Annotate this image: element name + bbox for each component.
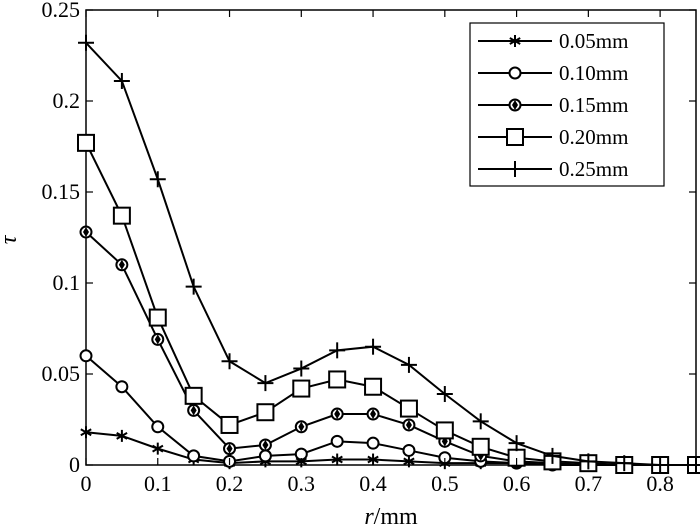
data-point xyxy=(79,225,93,239)
x-tick-label: 0.3 xyxy=(288,471,316,496)
data-point xyxy=(116,429,128,442)
y-tick-label: 0.15 xyxy=(42,179,81,204)
y-tick-label: 0.1 xyxy=(53,270,81,295)
data-point xyxy=(328,370,347,389)
data-point xyxy=(294,447,308,461)
data-point xyxy=(78,34,94,51)
data-point xyxy=(112,206,131,225)
data-point xyxy=(292,379,311,398)
x-tick-label: 0 xyxy=(81,471,92,496)
legend-marker xyxy=(506,128,524,146)
data-point xyxy=(294,420,308,434)
data-point xyxy=(185,278,202,295)
legend-item: 0.20mm xyxy=(478,125,628,149)
data-point xyxy=(400,356,417,373)
series-line xyxy=(85,355,696,466)
x-tick-label: 0.8 xyxy=(646,471,674,496)
data-point xyxy=(329,342,346,359)
data-point xyxy=(435,421,454,440)
data-point xyxy=(77,133,95,152)
x-tick-label: 0.1 xyxy=(144,471,172,496)
data-point xyxy=(472,413,489,430)
data-point xyxy=(184,386,203,405)
series-line xyxy=(85,431,696,466)
data-point xyxy=(152,442,164,455)
legend-label: 0.20mm xyxy=(559,125,628,149)
data-point xyxy=(187,449,201,463)
legend-item: 0.10mm xyxy=(478,61,628,85)
y-axis-label: τ xyxy=(0,234,22,244)
x-axis-label: r/mm xyxy=(364,504,418,527)
data-point xyxy=(256,403,275,422)
data-point xyxy=(220,415,239,434)
legend: 0.05mm 0.10mm 0.15mm 0.20mm 0.25mm xyxy=(469,22,665,187)
data-point xyxy=(151,420,165,434)
data-point xyxy=(544,447,561,464)
data-point xyxy=(399,399,418,418)
data-point xyxy=(366,436,380,450)
legend-marker xyxy=(509,35,521,47)
legend-label: 0.25mm xyxy=(559,157,628,181)
axes-layer: 0 0.1 0.2 0.3 0.4 0.5 0.6 0.7 0.8 0 0.05 0.1 0.15 0.2… xyxy=(42,0,696,496)
data-point xyxy=(471,437,490,456)
data-point xyxy=(402,443,416,457)
data-point xyxy=(364,377,383,396)
series-line xyxy=(85,142,696,466)
legend-label: 0.10mm xyxy=(559,61,628,85)
legend-item: 0.25mm xyxy=(478,157,628,181)
data-point xyxy=(187,403,201,417)
data-point xyxy=(79,349,93,363)
x-axis-label-unit: /mm xyxy=(374,504,418,527)
y-tick-label: 0.25 xyxy=(42,0,81,22)
data-point xyxy=(403,455,415,468)
data-point xyxy=(148,308,167,327)
data-point xyxy=(151,332,165,346)
y-tick-label: 0.05 xyxy=(42,361,81,386)
legend-marker xyxy=(507,161,523,177)
data-point xyxy=(366,407,380,421)
series-0.15mm xyxy=(79,225,700,472)
data-point xyxy=(257,375,274,392)
data-point xyxy=(436,386,453,403)
data-point xyxy=(115,380,129,394)
x-tick-label: 0.7 xyxy=(575,471,603,496)
data-point xyxy=(221,353,238,370)
data-point xyxy=(330,407,344,421)
data-point xyxy=(258,449,272,463)
x-tick-label: 0.4 xyxy=(359,471,387,496)
y-tick-label: 0.2 xyxy=(53,88,81,113)
legend-label: 0.05mm xyxy=(559,29,628,53)
data-point xyxy=(616,455,633,472)
legend-marker xyxy=(508,66,522,80)
data-point xyxy=(223,442,237,456)
data-point xyxy=(258,438,272,452)
data-point xyxy=(508,435,525,452)
legend-label: 0.15mm xyxy=(559,93,628,117)
data-point xyxy=(113,72,130,89)
series-line xyxy=(85,231,696,466)
data-point xyxy=(330,434,344,448)
y-tick-label: 0 xyxy=(69,452,80,477)
data-point xyxy=(293,360,310,377)
legend-marker xyxy=(508,98,522,112)
data-point xyxy=(365,338,382,355)
data-point xyxy=(115,258,129,272)
data-point xyxy=(331,453,343,466)
data-point xyxy=(80,426,92,439)
data-point xyxy=(402,418,416,432)
x-axis-label-symbol: r xyxy=(364,504,374,527)
x-tick-label: 0.6 xyxy=(503,471,531,496)
legend-item: 0.05mm xyxy=(478,29,628,53)
x-tick-label: 0.2 xyxy=(216,471,244,496)
x-tick-label: 0.5 xyxy=(431,471,459,496)
data-point xyxy=(149,171,166,188)
legend-item: 0.15mm xyxy=(478,93,628,117)
